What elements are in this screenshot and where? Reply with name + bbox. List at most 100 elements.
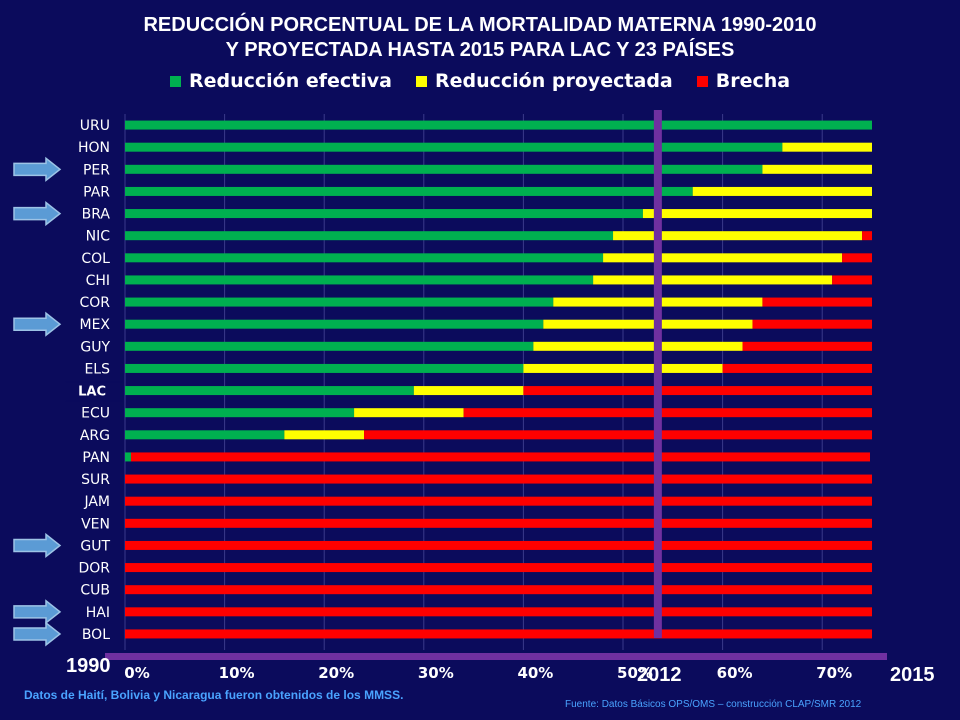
- bar-cor-effective: [125, 297, 554, 307]
- category-label-par: PAR: [83, 184, 110, 200]
- category-label-hai: HAI: [86, 605, 110, 621]
- bar-els-effective: [125, 363, 524, 373]
- bar-ecu-effective: [125, 408, 355, 418]
- legend-swatch-projected: [415, 75, 427, 87]
- x-tick-label-20: 20%: [318, 664, 354, 682]
- bar-jam-gap: [125, 496, 872, 506]
- category-label-bra: BRA: [82, 207, 111, 223]
- source-note: Fuente: Datos Básicos OPS/OMS – construc…: [565, 699, 862, 710]
- chart-title-line-2: Y PROYECTADA HASTA 2015 PARA LAC Y 23 PA…: [225, 39, 735, 61]
- x-tick-label-60: 60%: [717, 664, 753, 682]
- bar-arg-effective: [125, 430, 285, 440]
- category-label-els: ELS: [84, 361, 110, 377]
- reference-line-2012: [653, 110, 662, 638]
- bar-per-effective: [125, 164, 763, 174]
- arrow-icon-gut: [13, 532, 62, 558]
- category-label-pan: PAN: [82, 450, 110, 466]
- year-label-2015: 2015: [890, 664, 935, 686]
- legend-swatch-gap: [696, 75, 708, 87]
- bar-ecu-projected: [354, 408, 464, 418]
- bar-guy-gap: [742, 341, 872, 351]
- x-tick-label-10: 10%: [219, 664, 255, 682]
- category-label-chi: CHI: [86, 273, 110, 289]
- bar-arg-projected: [284, 430, 365, 440]
- category-label-uru: URU: [80, 118, 110, 134]
- bar-par-projected: [692, 186, 872, 196]
- arrow-icon-hai: [13, 599, 62, 625]
- bar-pan-effective: [125, 452, 131, 462]
- legend-label-effective: Reducción efectiva: [189, 70, 392, 92]
- legend-item-projected: Reducción proyectada: [415, 70, 673, 92]
- legend-item-effective: Reducción efectiva: [170, 70, 392, 92]
- bar-arg-gap: [364, 430, 872, 440]
- category-label-sur: SUR: [81, 472, 110, 488]
- bar-hai-gap: [125, 607, 872, 617]
- lac-label-frame: [64, 381, 124, 402]
- category-label-per: PER: [83, 162, 110, 178]
- x-tick-label-70: 70%: [816, 664, 852, 682]
- category-label-jam: JAM: [83, 494, 110, 510]
- bar-dor-gap: [125, 563, 872, 573]
- category-label-ecu: ECU: [81, 406, 110, 422]
- bar-chi-gap: [832, 275, 872, 285]
- bar-nic-effective: [125, 231, 614, 241]
- year-label-2012: 2012: [637, 664, 682, 686]
- bar-hon-effective: [125, 142, 783, 152]
- bar-hon-projected: [782, 142, 872, 152]
- bar-bol-gap: [125, 629, 872, 639]
- bar-bra-projected: [642, 209, 872, 219]
- arrow-icon-mex: [13, 311, 62, 337]
- chart-legend: Reducción efectiva Reducción proyectada …: [170, 70, 804, 92]
- bar-sur-gap: [125, 474, 872, 484]
- chart-title-line-1: REDUCCIÓN PORCENTUAL DE LA MORTALIDAD MA…: [143, 14, 817, 36]
- legend-label-gap: Brecha: [715, 70, 791, 92]
- x-tick-label-50: 50%: [617, 664, 653, 682]
- x-tick-label-0: 0%: [124, 664, 149, 682]
- bar-col-projected: [603, 253, 843, 263]
- bar-els-gap: [722, 363, 872, 373]
- bar-mex-effective: [125, 319, 544, 329]
- bar-lac-effective: [125, 386, 414, 396]
- bar-cor-gap: [762, 297, 872, 307]
- category-label-arg: ARG: [80, 428, 110, 444]
- legend-label-projected: Reducción proyectada: [434, 70, 673, 92]
- bar-nic-gap: [862, 231, 872, 241]
- category-label-dor: DOR: [78, 561, 110, 577]
- bar-cub-gap: [125, 585, 872, 595]
- bar-mex-gap: [752, 319, 872, 329]
- x-tick-label-30: 30%: [418, 664, 454, 682]
- arrow-icon-bra: [13, 201, 62, 227]
- legend-item-gap: Brecha: [696, 70, 791, 92]
- legend-swatch-effective: [170, 75, 181, 87]
- bar-col-gap: [842, 253, 872, 263]
- bar-bra-effective: [125, 209, 643, 219]
- bar-lac-projected: [413, 386, 524, 396]
- bar-chi-projected: [593, 275, 833, 285]
- category-label-hon: HON: [78, 140, 110, 156]
- year-label-1990: 1990: [66, 655, 111, 677]
- bar-mex-projected: [543, 319, 753, 329]
- category-label-bol: BOL: [82, 627, 110, 643]
- arrow-icon-bol: [13, 621, 62, 647]
- bar-lac-gap: [523, 386, 872, 396]
- bar-ecu-gap: [463, 408, 872, 418]
- bar-uru-effective: [125, 120, 872, 130]
- bar-guy-projected: [533, 341, 743, 351]
- x-tick-label-40: 40%: [517, 664, 553, 682]
- category-label-cub: CUB: [80, 583, 110, 599]
- category-label-nic: NIC: [86, 229, 111, 245]
- bar-pan-gap: [130, 452, 871, 462]
- category-label-gut: GUT: [80, 538, 110, 554]
- footnote: Datos de Haití, Bolivia y Nicaragua fuer…: [24, 688, 404, 702]
- category-label-mex: MEX: [79, 317, 110, 333]
- bar-gut-gap: [125, 540, 872, 550]
- bar-els-projected: [523, 363, 723, 373]
- category-label-col: COL: [81, 251, 110, 267]
- bar-ven-gap: [125, 518, 872, 528]
- category-label-lac: LAC: [78, 385, 106, 400]
- category-label-cor: COR: [79, 295, 110, 311]
- bar-guy-effective: [125, 341, 534, 351]
- arrow-icon-per: [13, 156, 62, 182]
- bar-par-effective: [125, 186, 693, 196]
